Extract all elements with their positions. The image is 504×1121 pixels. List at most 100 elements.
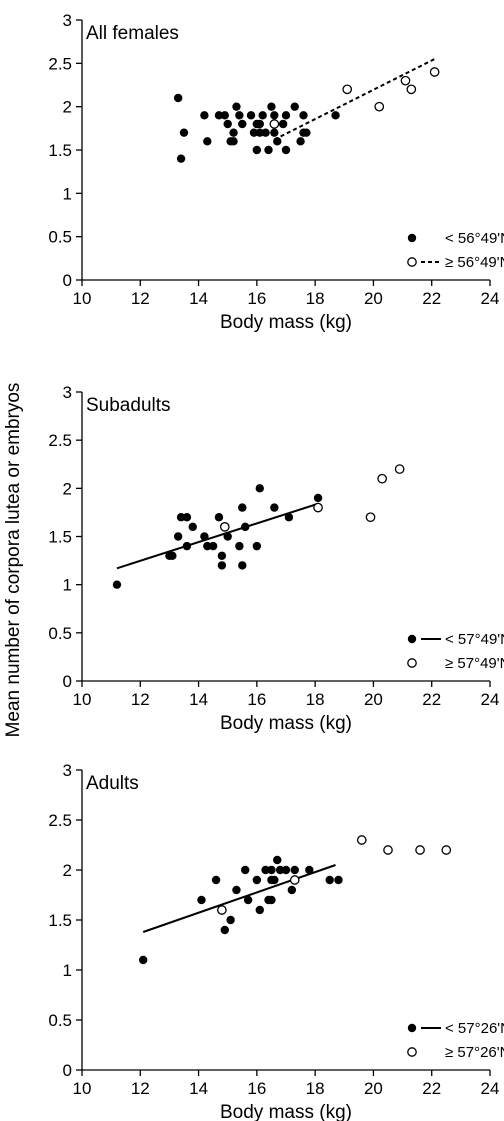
data-point-open: [394, 464, 405, 474]
data-point-filled: [267, 865, 276, 875]
x-axis-label: Body mass (kg): [220, 312, 352, 333]
data-point-open: [383, 845, 393, 855]
x-tick-label: 20: [364, 1079, 383, 1098]
data-point-filled: [331, 111, 340, 120]
data-point-filled: [278, 119, 288, 129]
data-point-filled: [302, 128, 311, 137]
data-point-filled: [270, 503, 279, 512]
data-point-filled: [281, 111, 291, 120]
data-point-filled: [270, 875, 279, 885]
x-tick-label: 16: [247, 690, 266, 709]
data-point-filled: [273, 137, 282, 146]
data-point-filled: [232, 885, 241, 895]
data-point-filled: [182, 541, 192, 551]
trend-line: [142, 864, 336, 933]
data-point-filled: [168, 551, 177, 560]
y-tick-label: 1: [63, 576, 72, 595]
data-point-filled: [281, 865, 291, 875]
legend-marker: [407, 658, 417, 668]
y-tick-label: 2: [63, 98, 72, 117]
data-point-open: [217, 905, 227, 915]
data-point-filled: [252, 541, 262, 551]
data-point-open: [406, 84, 417, 95]
data-point-filled: [287, 885, 297, 895]
x-tick-label: 22: [422, 289, 441, 308]
data-point-filled: [200, 111, 209, 120]
x-tick-label: 16: [247, 1079, 266, 1098]
data-point-filled: [220, 111, 229, 120]
x-tick-label: 22: [422, 1079, 441, 1098]
data-point-filled: [258, 111, 267, 120]
x-tick-label: 14: [189, 690, 208, 709]
legend-label: < 56°49'N: [445, 230, 504, 247]
data-point-filled: [252, 875, 262, 885]
x-tick-label: 12: [131, 690, 150, 709]
data-point-filled: [173, 532, 183, 541]
data-point-filled: [232, 102, 241, 111]
y-tick-label: 2.5: [48, 811, 72, 830]
data-point-filled: [243, 895, 253, 905]
y-tick-label: 0.5: [48, 1011, 72, 1030]
y-tick-label: 3: [63, 383, 72, 402]
legend-marker: [407, 1023, 417, 1033]
chart-panel-2: 0 0.5 1 1.5 2 2.5 3 10 12 14 16 18 20 22 24 Body mass (…: [48, 383, 504, 734]
x-tick-label: 24: [481, 1079, 500, 1098]
y-tick-label: 3: [63, 11, 72, 30]
data-point-filled: [313, 493, 323, 503]
data-point-filled: [188, 522, 197, 532]
legend-marker: [407, 257, 417, 267]
data-point-filled: [281, 145, 291, 155]
data-point-open: [289, 875, 300, 885]
data-point-filled: [249, 128, 259, 137]
data-point-filled: [229, 128, 238, 137]
x-tick-label: 20: [364, 690, 383, 709]
data-point-filled: [214, 513, 224, 522]
panel-title: All females: [86, 23, 179, 44]
data-point-filled: [261, 865, 270, 875]
data-point-filled: [325, 875, 334, 885]
y-tick-label: 1: [63, 961, 72, 980]
x-tick-label: 20: [364, 289, 383, 308]
data-point-filled: [223, 532, 232, 541]
data-point-filled: [173, 93, 183, 103]
y-tick-label: 2.5: [48, 431, 72, 450]
data-point-filled: [208, 541, 218, 551]
data-point-open: [269, 119, 280, 129]
y-tick-label: 0.5: [48, 228, 72, 247]
data-point-filled: [182, 513, 192, 522]
data-point-filled: [112, 580, 122, 589]
y-tick-label: 1.5: [48, 141, 72, 160]
legend-label: ≥ 57°49'N: [445, 655, 504, 672]
data-point-filled: [267, 102, 276, 111]
data-point-filled: [203, 137, 212, 146]
data-point-open: [441, 845, 452, 855]
data-point-filled: [270, 111, 279, 120]
data-point-filled: [290, 865, 299, 875]
x-tick-label: 18: [306, 690, 325, 709]
x-axis-label: Body mass (kg): [220, 1102, 352, 1121]
data-point-filled: [284, 513, 294, 522]
data-point-filled: [296, 137, 305, 146]
x-tick-label: 10: [73, 690, 92, 709]
data-point-filled: [246, 111, 256, 120]
y-tick-label: 0: [63, 1061, 72, 1080]
legend-label: < 57°49'N: [445, 631, 504, 648]
data-point-filled: [252, 145, 262, 155]
data-point-filled: [241, 522, 250, 532]
legend-marker: [407, 233, 417, 243]
data-point-open: [313, 502, 323, 513]
x-tick-label: 16: [247, 289, 266, 308]
data-point-filled: [176, 154, 186, 163]
x-tick-label: 14: [189, 1079, 208, 1098]
data-point-filled: [176, 513, 186, 522]
legend-label: ≥ 57°26'N: [445, 1044, 504, 1061]
data-point-open: [342, 84, 353, 95]
data-point-filled: [214, 111, 224, 120]
x-tick-label: 18: [306, 289, 325, 308]
data-point-filled: [290, 102, 299, 111]
data-point-filled: [235, 541, 244, 551]
data-point-open: [374, 101, 385, 112]
data-point-filled: [273, 855, 282, 865]
data-point-filled: [261, 128, 270, 137]
